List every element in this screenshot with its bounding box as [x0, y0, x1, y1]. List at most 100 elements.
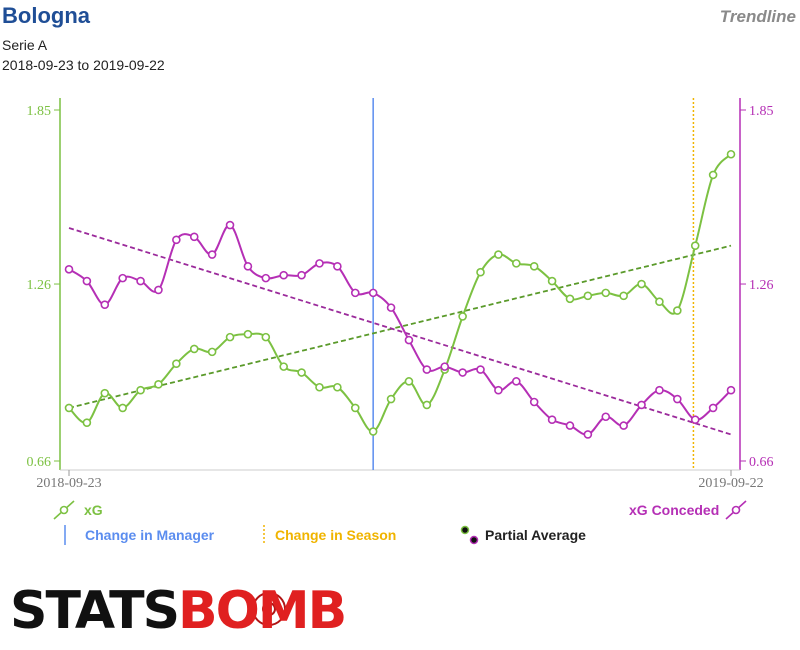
xg-conceded-point: [601, 412, 611, 422]
chart-axes: [54, 98, 746, 476]
xg-point: [350, 403, 360, 413]
legend-partial-average: Partial Average: [485, 527, 586, 543]
xg-conceded-point: [637, 400, 646, 410]
xg-conceded-point: [315, 259, 324, 268]
xg-conceded-point: [136, 276, 145, 286]
xg-point: [100, 388, 110, 398]
xg-point: [458, 312, 467, 321]
xg-point: [136, 385, 145, 395]
legend-conceded-icon-point: [731, 505, 741, 515]
xg-point: [494, 250, 503, 259]
xg-point: [673, 306, 682, 315]
xg-conceded-point: [422, 365, 432, 374]
left-tick-label: 1.26: [27, 278, 52, 293]
xg-conceded-point: [100, 300, 110, 309]
xg-point: [422, 400, 432, 410]
xg-conceded-point: [673, 394, 682, 404]
legend-partial-icon-b: [469, 535, 479, 545]
legend-xg-icon-point: [59, 505, 69, 515]
series-lines: [68, 153, 732, 436]
event-lines: [372, 98, 695, 470]
xg-point: [118, 403, 127, 413]
logo-target-ring: [252, 592, 286, 626]
xg-point: [601, 288, 611, 298]
xg-point: [189, 344, 199, 354]
logo-bomb: BOMB: [178, 581, 347, 641]
xg-point: [333, 382, 342, 392]
xg-trendline: [68, 244, 732, 409]
xg-conceded-point: [350, 288, 360, 298]
trendline-brand: Trendline: [719, 7, 796, 26]
xg-conceded-point: [82, 276, 92, 286]
xg-conceded-point: [494, 385, 503, 395]
statsbomb-logo: STATSBOMB: [10, 585, 347, 637]
xg-point: [172, 359, 181, 368]
xg-point: [279, 362, 289, 371]
xg-point: [64, 403, 74, 413]
xg-point: [726, 149, 736, 159]
xg-conceded-point: [511, 377, 521, 386]
competition-subtitle: Serie A: [2, 37, 48, 53]
xg-conceded-point: [529, 397, 539, 407]
xg-conceded-point: [655, 385, 664, 395]
x-tick-label-start: 2018-09-23: [36, 476, 101, 491]
xg-conceded-trendline: [68, 227, 732, 436]
date-range: 2018-09-23 to 2019-09-22: [2, 57, 165, 73]
xg-point: [243, 329, 253, 339]
xg-conceded-point: [297, 270, 306, 280]
xg-point: [690, 241, 700, 250]
legend-change-season: Change in Season: [275, 527, 397, 543]
xg-point: [565, 294, 575, 304]
xg-conceded-point: [64, 264, 74, 274]
series-points: [64, 149, 736, 439]
xg-conceded-point: [368, 288, 378, 298]
xg-conceded-point: [440, 362, 450, 371]
xg-conceded-point: [458, 368, 467, 377]
xg-point: [225, 332, 235, 342]
legend-xg-conceded: xG Conceded: [629, 502, 720, 518]
xg-conceded-point: [619, 421, 628, 430]
legend-partial-icon-a: [460, 525, 470, 535]
xg-point: [315, 382, 324, 392]
right-tick-label: 0.66: [749, 455, 774, 470]
legend-xg: xG: [84, 502, 103, 518]
xg-point: [154, 380, 163, 389]
xg-point: [297, 368, 306, 377]
logo-target-ring: [257, 597, 281, 621]
xg-conceded-point: [279, 270, 289, 280]
xg-conceded-point: [189, 232, 199, 242]
xg-conceded-point: [118, 273, 127, 283]
xg-conceded-point: [243, 262, 253, 271]
xg-conceded-point: [386, 303, 396, 312]
xg-conceded-point: [547, 415, 557, 425]
xg-point: [261, 332, 271, 342]
x-tick-label-end: 2019-09-22: [698, 476, 763, 491]
xg-point: [82, 418, 92, 427]
xg-conceded-point: [154, 285, 163, 295]
xg-conceded-point: [404, 335, 414, 345]
logo-target-ring: [262, 602, 276, 616]
xg-conceded-point: [726, 385, 736, 395]
xg-point: [547, 276, 557, 286]
xg-point: [476, 267, 485, 277]
xg-point: [207, 347, 217, 357]
team-title: Bologna: [2, 3, 90, 28]
xg-point: [637, 279, 646, 289]
xg-point: [655, 297, 664, 307]
xg-conceded-point: [333, 262, 342, 271]
xg-conceded-line: [68, 224, 732, 436]
xg-point: [404, 377, 414, 386]
legend-icons: [53, 500, 747, 626]
left-tick-label: 0.66: [27, 455, 52, 470]
xg-point: [511, 259, 521, 268]
xg-point: [529, 262, 539, 271]
logo-stats: STATS: [10, 581, 180, 641]
left-tick-label: 1.85: [27, 104, 52, 119]
xg-conceded-point: [583, 430, 593, 439]
xg-point: [619, 291, 628, 301]
xg-conceded-point: [225, 220, 235, 230]
xg-point: [368, 427, 378, 436]
xg-conceded-point: [207, 250, 217, 259]
tick-labels: 0.66 0.66 1.26 1.26 1.85 1.85 2018-09-23 2019-0…: [27, 104, 774, 491]
